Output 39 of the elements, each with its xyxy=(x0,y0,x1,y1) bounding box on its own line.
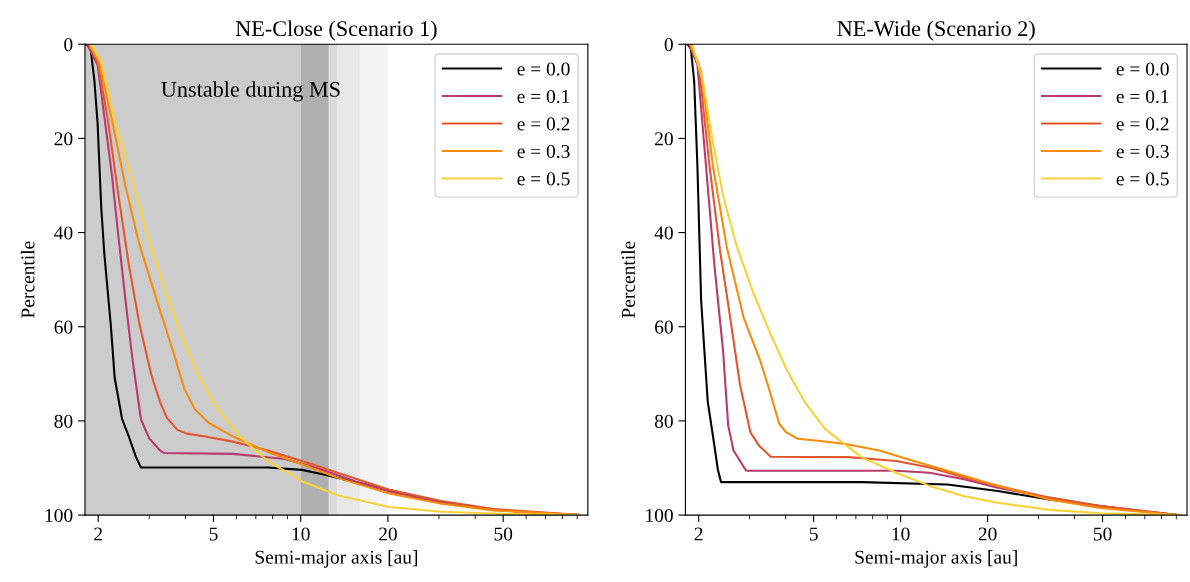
y-tick-label: 20 xyxy=(655,132,673,146)
y-tick-label: 80 xyxy=(654,414,673,428)
legend-label: e = 0.2 xyxy=(517,117,570,131)
x-tick-label: 2 xyxy=(694,527,703,541)
y-tick-label: 0 xyxy=(64,38,73,52)
x-tick-label: 50 xyxy=(1093,527,1112,541)
chart-title: NE-Wide (Scenario 2) xyxy=(837,20,1035,41)
y-tick-label: 0 xyxy=(664,38,673,52)
y-axis-title: Percentile xyxy=(20,241,35,318)
legend-label: e = 0.1 xyxy=(1116,89,1169,104)
y-axis-title: Percentile xyxy=(621,241,635,318)
y-tick-label: 40 xyxy=(54,226,73,240)
x-axis-title: Semi-major axis [au] xyxy=(255,550,418,568)
x-tick-label: 10 xyxy=(292,527,310,541)
legend-label: e = 0.1 xyxy=(517,89,570,104)
y-tick-label: 100 xyxy=(45,508,73,523)
legend-label: e = 0.3 xyxy=(517,144,570,159)
legend-label: e = 0.3 xyxy=(1116,144,1169,159)
legend-label: e = 0.5 xyxy=(1116,172,1169,186)
x-tick-label: 20 xyxy=(978,527,997,541)
legend-label: e = 0.5 xyxy=(517,172,570,186)
legend-label: e = 0.2 xyxy=(1116,117,1169,131)
x-axis-title: Semi-major axis [au] xyxy=(855,550,1017,568)
legend-label: e = 0.0 xyxy=(517,62,570,76)
y-tick-label: 80 xyxy=(54,414,73,428)
y-tick-label: 20 xyxy=(54,132,73,146)
legend-label: e = 0.0 xyxy=(1116,62,1169,76)
y-tick-label: 60 xyxy=(54,320,73,334)
x-tick-label: 5 xyxy=(209,527,218,541)
band-label: Unstable during MS xyxy=(161,81,340,102)
chart-title: NE-Close (Scenario 1) xyxy=(235,20,437,41)
x-tick-label: 10 xyxy=(892,527,910,541)
x-tick-label: 2 xyxy=(94,527,103,541)
y-tick-label: 100 xyxy=(646,508,673,523)
x-tick-label: 5 xyxy=(809,527,818,541)
x-tick-label: 20 xyxy=(379,527,397,541)
x-tick-label: 50 xyxy=(494,527,513,541)
y-tick-label: 40 xyxy=(654,226,673,240)
y-tick-label: 60 xyxy=(655,320,673,334)
